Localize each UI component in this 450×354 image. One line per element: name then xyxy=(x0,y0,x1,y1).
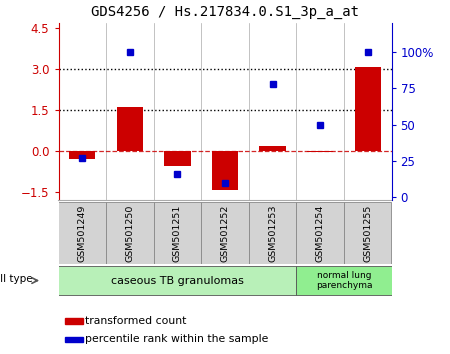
Text: normal lung
parenchyma: normal lung parenchyma xyxy=(316,271,372,290)
Text: GSM501254: GSM501254 xyxy=(315,204,324,262)
Text: GSM501251: GSM501251 xyxy=(173,204,182,262)
Bar xyxy=(117,107,143,151)
Bar xyxy=(69,151,95,159)
Bar xyxy=(307,151,333,152)
Bar xyxy=(355,67,381,151)
Text: GSM501253: GSM501253 xyxy=(268,204,277,262)
Text: cell type: cell type xyxy=(0,274,32,284)
Bar xyxy=(297,266,392,295)
Bar xyxy=(212,151,238,190)
Bar xyxy=(153,202,201,264)
Text: transformed count: transformed count xyxy=(85,316,186,326)
Text: GSM501252: GSM501252 xyxy=(220,204,230,262)
Bar xyxy=(58,266,297,295)
Bar xyxy=(58,202,106,264)
Bar xyxy=(249,202,297,264)
Text: caseous TB granulomas: caseous TB granulomas xyxy=(111,275,244,286)
Text: GSM501255: GSM501255 xyxy=(363,204,372,262)
Bar xyxy=(65,318,83,324)
Bar xyxy=(260,145,286,151)
Bar xyxy=(164,151,190,166)
Title: GDS4256 / Hs.217834.0.S1_3p_a_at: GDS4256 / Hs.217834.0.S1_3p_a_at xyxy=(91,5,359,19)
Bar xyxy=(201,202,249,264)
Text: GSM501250: GSM501250 xyxy=(126,204,135,262)
Bar xyxy=(65,337,83,342)
Bar xyxy=(344,202,392,264)
Text: GSM501249: GSM501249 xyxy=(78,204,87,262)
Bar xyxy=(106,202,153,264)
Bar xyxy=(297,202,344,264)
Text: percentile rank within the sample: percentile rank within the sample xyxy=(85,335,269,344)
